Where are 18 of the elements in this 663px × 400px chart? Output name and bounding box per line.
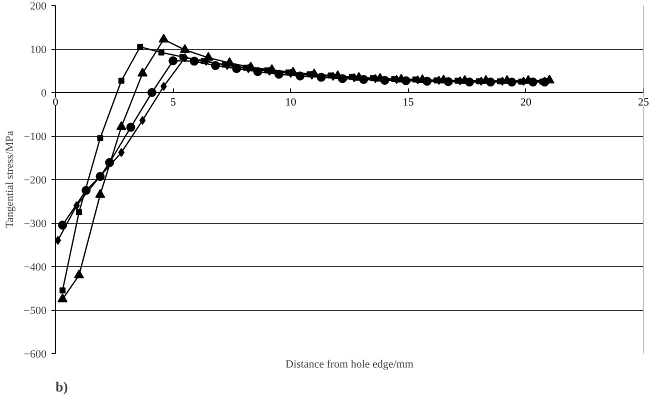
y-axis-title: Tangential stress/MPa [4,130,16,228]
y-tick-label: 0 [41,88,47,100]
y-tick-label: 100 [30,44,47,56]
x-tick-label: 10 [285,96,297,108]
y-tick-label: −200 [24,174,47,186]
y-tick-label: −100 [24,131,47,143]
text: b) [56,380,68,396]
x-tick-label: 20 [520,96,532,108]
y-tick-label: −400 [24,262,47,274]
x-tick-label: 25 [638,96,650,108]
y-tick-label: 200 [30,0,47,12]
x-tick-label: 5 [170,96,176,108]
x-axis-title: Distance from hole edge/mm [286,358,414,370]
y-tick-label: −500 [24,305,47,317]
y-tick-label: −600 [24,348,47,360]
x-tick-label: 15 [402,96,414,108]
y-tick-label: −300 [24,218,47,230]
x-tick-label: 0 [52,96,59,108]
